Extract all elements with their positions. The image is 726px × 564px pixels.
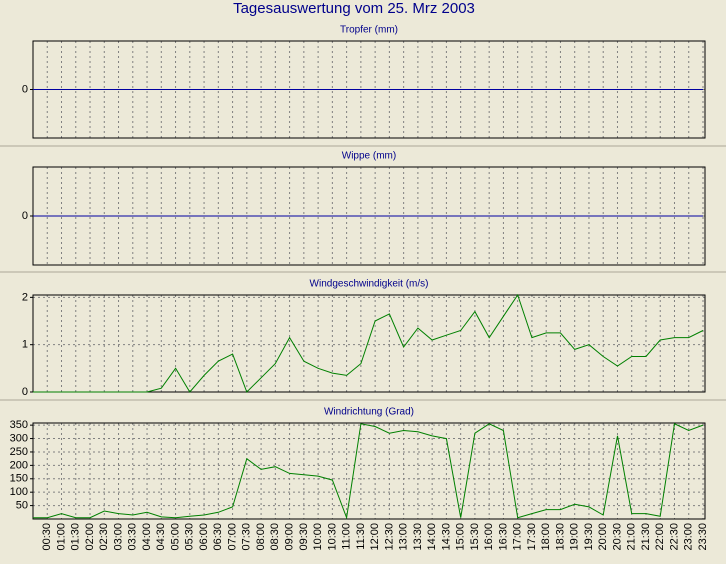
x-tick-label: 16:00 (483, 523, 495, 551)
x-tick-label: 17:00 (512, 523, 524, 551)
panel-title: Wippe (mm) (342, 151, 396, 162)
x-tick-label: 13:30 (412, 523, 424, 551)
y-tick-label: 350 (10, 419, 28, 431)
x-tick-label: 00:30 (41, 523, 53, 551)
data-line (33, 423, 704, 520)
x-tick-label: 02:30 (98, 523, 110, 551)
x-tick-label: 23:30 (697, 523, 709, 551)
x-tick-label: 08:30 (269, 523, 281, 551)
x-tick-label: 09:30 (298, 523, 310, 551)
x-tick-label: 03:00 (112, 523, 124, 551)
panel-title: Tropfer (mm) (340, 25, 398, 36)
x-tick-label: 11:30 (355, 523, 367, 550)
x-tick-label: 04:00 (141, 523, 153, 551)
x-tick-label: 03:30 (127, 523, 139, 551)
y-tick-label: 300 (10, 432, 28, 444)
y-tick-label: 100 (10, 486, 28, 498)
y-tick-label: 1 (22, 339, 28, 351)
panel-title: Windrichtung (Grad) (324, 407, 414, 418)
x-tick-label: 10:00 (312, 523, 324, 551)
x-tick-label: 22:30 (668, 523, 680, 551)
main-title: Tagesauswertung vom 25. Mrz 2003 (233, 0, 475, 17)
x-tick-label: 12:00 (369, 523, 381, 551)
x-tick-label: 01:30 (70, 523, 82, 551)
y-tick-label: 0 (22, 210, 28, 222)
x-tick-label: 15:30 (469, 523, 481, 551)
x-tick-label: 20:00 (597, 523, 609, 551)
x-tick-label: 14:30 (440, 523, 452, 551)
y-tick-label: 150 (10, 473, 28, 485)
x-tick-label: 07:00 (226, 523, 238, 551)
x-tick-label: 04:30 (155, 523, 167, 551)
x-tick-label: 21:00 (626, 523, 638, 551)
x-tick-label: 22:00 (654, 523, 666, 551)
x-tick-label: 17:30 (526, 523, 538, 551)
x-tick-label: 02:00 (84, 523, 96, 551)
x-tick-label: 23:00 (683, 523, 695, 551)
x-tick-label: 11:00 (341, 523, 353, 550)
x-tick-label: 10:30 (326, 523, 338, 551)
x-tick-label: 20:30 (611, 523, 623, 551)
plot-frame (32, 422, 706, 520)
x-tick-label: 09:00 (284, 523, 296, 551)
x-tick-label: 05:30 (184, 523, 196, 551)
y-tick-label: 50 (16, 499, 28, 511)
x-tick-label: 19:00 (569, 523, 581, 551)
x-tick-label: 06:30 (212, 523, 224, 551)
x-tick-label: 16:30 (497, 523, 509, 551)
y-tick-label: 0 (22, 83, 28, 95)
x-tick-label: 07:30 (241, 523, 253, 551)
x-tick-label: 05:00 (169, 523, 181, 551)
data-line (33, 293, 704, 393)
x-tick-label: 15:00 (455, 523, 467, 551)
x-tick-label: 18:00 (540, 523, 552, 551)
x-tick-label: 08:00 (255, 523, 267, 551)
panel-title: Windgeschwindigkeit (m/s) (310, 279, 429, 290)
x-tick-label: 06:00 (198, 523, 210, 551)
x-tick-label: 19:30 (583, 523, 595, 551)
y-tick-label: 2 (22, 291, 28, 303)
plot-frame (32, 294, 706, 393)
x-tick-label: 21:30 (640, 523, 652, 551)
x-tick-label: 18:30 (554, 523, 566, 551)
x-tick-label: 01:00 (55, 523, 67, 551)
y-tick-label: 0 (22, 386, 28, 398)
x-tick-label: 12:30 (383, 523, 395, 551)
x-tick-label: 13:00 (398, 523, 410, 551)
y-tick-label: 250 (10, 446, 28, 458)
y-tick-label: 200 (10, 459, 28, 471)
x-tick-label: 14:00 (426, 523, 438, 551)
